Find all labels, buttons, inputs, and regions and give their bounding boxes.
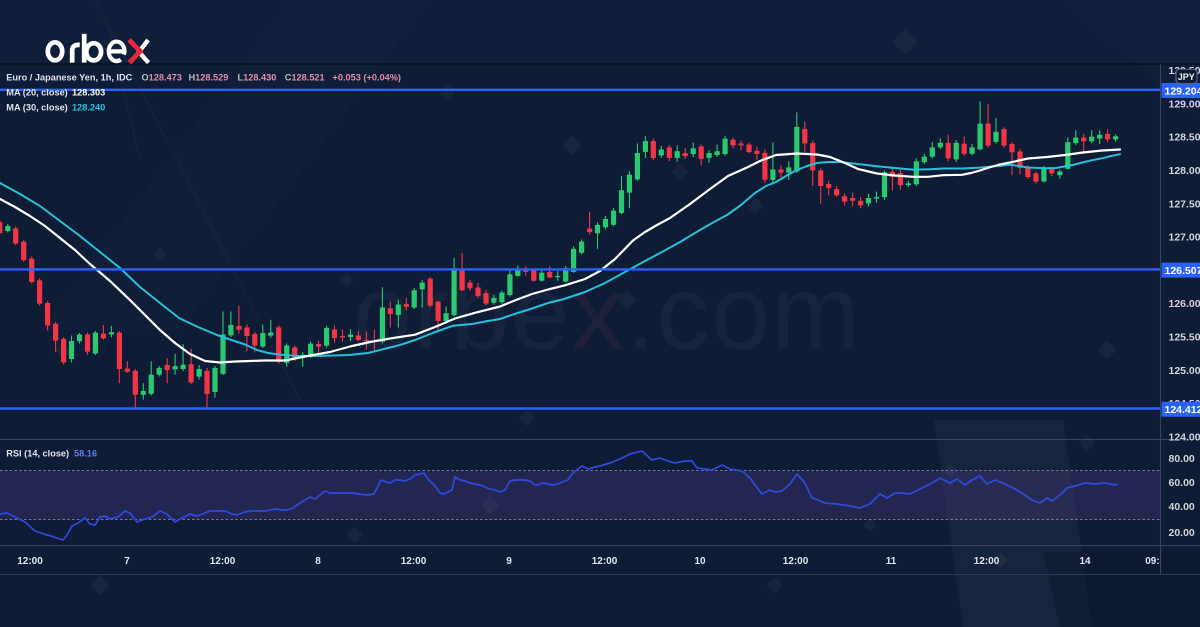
svg-text:80.00: 80.00 <box>1169 453 1195 465</box>
svg-text:126.507: 126.507 <box>1165 265 1200 277</box>
svg-text:MA (30, close)128.240: MA (30, close) 128.240 <box>6 103 105 113</box>
svg-text:JPY: JPY <box>1178 72 1195 82</box>
svg-text:127.000: 127.000 <box>1169 232 1200 244</box>
svg-text:60.00: 60.00 <box>1169 477 1195 489</box>
svg-text:126.000: 126.000 <box>1169 298 1200 310</box>
svg-text:124.000: 124.000 <box>1169 431 1200 443</box>
svg-text:127.500: 127.500 <box>1169 198 1200 210</box>
svg-text:129.204: 129.204 <box>1165 85 1200 97</box>
svg-text:10: 10 <box>694 556 706 567</box>
svg-text:9: 9 <box>506 556 512 567</box>
svg-text:12:00: 12:00 <box>783 556 809 567</box>
svg-text:125.000: 125.000 <box>1169 365 1200 377</box>
svg-text:12:00: 12:00 <box>210 556 236 567</box>
svg-text:40.00: 40.00 <box>1169 501 1195 513</box>
svg-text:124.412: 124.412 <box>1165 404 1200 416</box>
svg-text:128.000: 128.000 <box>1169 165 1200 177</box>
svg-text:7: 7 <box>124 556 130 567</box>
svg-text:11: 11 <box>886 556 897 567</box>
svg-text:Euro / Japanese Yen, 1h, IDC: Euro / Japanese Yen, 1h, IDC <box>6 73 132 83</box>
svg-text:12:00: 12:00 <box>17 556 43 567</box>
svg-text:09:00: 09:00 <box>1145 556 1171 567</box>
svg-text:12:00: 12:00 <box>974 556 1000 567</box>
svg-text:MA (20, close)128.303: MA (20, close) 128.303 <box>6 88 105 98</box>
svg-text:129.000: 129.000 <box>1169 98 1200 110</box>
svg-text:orbex.com: orbex.com <box>353 254 861 372</box>
svg-text:125.500: 125.500 <box>1169 332 1200 344</box>
svg-text:14: 14 <box>1079 556 1091 567</box>
svg-text:RSI (14, close)58.16: RSI (14, close) 58.16 <box>6 449 97 459</box>
svg-text:12:00: 12:00 <box>401 556 427 567</box>
svg-text:8: 8 <box>315 556 321 567</box>
svg-text:20.00: 20.00 <box>1169 527 1195 539</box>
svg-text:128.500: 128.500 <box>1169 132 1200 144</box>
svg-text:12:00: 12:00 <box>592 556 618 567</box>
